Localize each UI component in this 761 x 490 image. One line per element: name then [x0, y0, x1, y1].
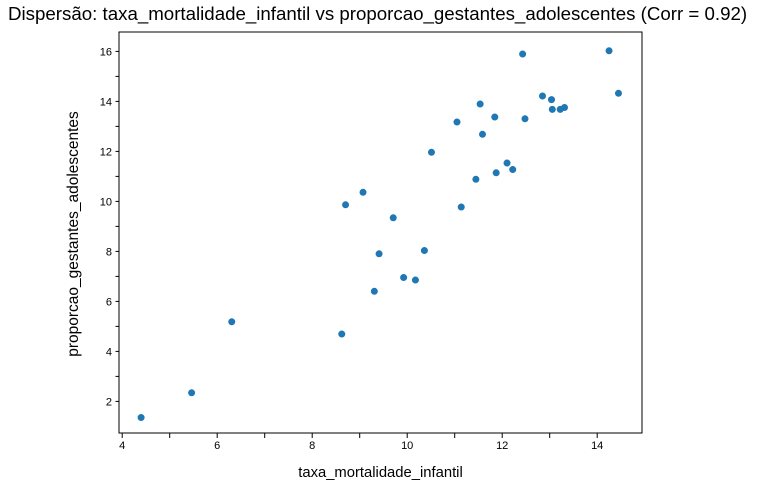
svg-text:proporcao_gestantes_adolescent: proporcao_gestantes_adolescentes [65, 111, 82, 357]
svg-text:2: 2 [106, 396, 112, 408]
svg-text:4: 4 [119, 440, 125, 452]
svg-text:8: 8 [106, 246, 112, 258]
svg-text:14: 14 [100, 96, 112, 108]
svg-text:6: 6 [214, 440, 220, 452]
svg-text:14: 14 [591, 440, 603, 452]
svg-text:12: 12 [496, 440, 508, 452]
svg-text:10: 10 [401, 440, 413, 452]
svg-text:6: 6 [106, 296, 112, 308]
svg-text:8: 8 [309, 440, 315, 452]
svg-text:16: 16 [100, 46, 112, 58]
svg-text:12: 12 [100, 146, 112, 158]
svg-text:4: 4 [106, 346, 112, 358]
svg-text:10: 10 [100, 196, 112, 208]
